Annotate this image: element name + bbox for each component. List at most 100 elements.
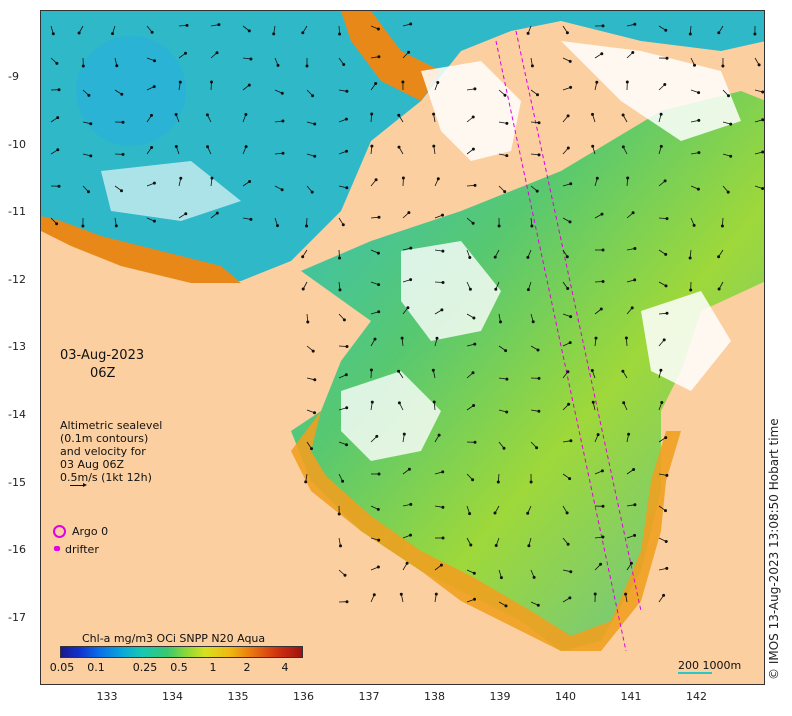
velocity-arrow-head (431, 368, 435, 372)
velocity-arrow-head (663, 179, 667, 183)
velocity-arrow-head (341, 479, 345, 483)
velocity-arrow-head (377, 310, 381, 314)
velocity-arrow-head (152, 181, 156, 185)
velocity-arrow-head (600, 469, 604, 473)
velocity-arrow-head (591, 144, 595, 148)
velocity-arrow-head (665, 217, 669, 221)
velocity-arrow-head (761, 118, 764, 122)
velocity-arrow-head (692, 223, 696, 227)
velocity-arrow-head (569, 315, 573, 319)
velocity-arrow-head (153, 59, 157, 63)
velocity-arrow-head (505, 154, 509, 158)
velocity-arrow-head (377, 215, 381, 219)
longitude-tick: 138 (424, 690, 445, 703)
velocity-arrow-head (493, 511, 497, 515)
velocity-arrow-head (535, 446, 539, 450)
velocity-arrow-head (536, 603, 540, 607)
velocity-arrow-head (532, 575, 536, 579)
velocity-arrow-head (301, 287, 305, 291)
velocity-arrow-head (659, 112, 663, 116)
velocity-arrow-head (600, 212, 604, 216)
velocity-arrow-head (625, 80, 629, 84)
velocity-arrow-head (432, 400, 436, 404)
velocity-arrow-head (595, 80, 599, 84)
velocity-arrow-head (659, 144, 663, 148)
velocity-arrow-head (376, 565, 380, 569)
velocity-arrow-head (621, 145, 625, 149)
velocity-arrow-head (174, 113, 178, 117)
latitude-tick: -13 (8, 340, 26, 354)
cloud-gap (101, 161, 241, 221)
velocity-arrow-head (183, 51, 187, 55)
velocity-arrow-head (504, 604, 508, 608)
velocity-arrow-head (150, 145, 154, 149)
gulf-of-carpentaria (291, 91, 764, 651)
velocity-arrow-head (81, 64, 85, 68)
velocity-arrow-head (89, 122, 93, 126)
legend-argo-label: Argo 0 (72, 525, 109, 538)
velocity-arrow-head (55, 61, 59, 65)
velocity-arrow-head (469, 543, 473, 547)
velocity-arrow-head (401, 176, 405, 180)
velocity-arrow-head (373, 337, 377, 341)
velocity-arrow-head (377, 55, 381, 59)
velocity-arrow-head (344, 117, 348, 121)
velocity-arrow-head (566, 542, 570, 546)
velocity-arrow-head (205, 113, 209, 117)
colorbar-tick: 0.5 (170, 661, 188, 674)
velocity-arrow-head (345, 344, 349, 348)
argo-marker-icon (53, 525, 66, 538)
velocity-arrow-head (627, 432, 631, 436)
top-coast-band (341, 11, 441, 101)
velocity-arrow-head (311, 94, 315, 98)
velocity-arrow-head (505, 121, 509, 125)
coastal-chlorophyll-band (291, 411, 681, 651)
velocity-arrow-head (621, 113, 625, 117)
velocity-arrow-head (337, 512, 341, 516)
cloud-gap (421, 61, 521, 161)
velocity-arrow-head (280, 91, 284, 95)
velocity-arrow-head (304, 480, 308, 484)
cloud-gap (341, 371, 441, 461)
velocity-arrow-head (761, 90, 764, 94)
longitude-tick: 137 (358, 690, 380, 703)
velocity-arrow-head (312, 411, 316, 415)
colorbar-tick: 1 (209, 661, 217, 674)
velocity-arrow-head (535, 189, 539, 193)
velocity-arrow-head (526, 288, 530, 292)
velocity-arrow-head (664, 252, 668, 256)
velocity-arrow-head (566, 114, 570, 118)
velocity-arrow-head (435, 336, 439, 340)
colorbar-title: Chl-a mg/m3 OCi SNPP N20 Aqua (82, 632, 266, 645)
velocity-arrow-head (505, 377, 509, 381)
velocity-arrow-head (696, 187, 700, 191)
velocity-arrow-head (569, 439, 573, 443)
velocity-arrow-head (369, 368, 373, 372)
velocity-arrow-head (596, 433, 600, 437)
velocity-arrow-head (665, 566, 669, 570)
velocity-arrow-head (210, 176, 214, 180)
colorbar-tick: 2 (243, 661, 251, 674)
velocity-arrow-head (471, 478, 475, 482)
colorbar-tick: 4 (281, 661, 289, 674)
altimetry-line: (0.1m contours) (60, 432, 149, 445)
velocity-arrow-head (377, 538, 381, 542)
velocity-arrow-head (306, 320, 310, 324)
velocity-arrow-head (526, 31, 530, 35)
velocity-arrow-head (209, 80, 213, 84)
velocity-arrow-head (473, 183, 477, 187)
velocity-arrow-head (633, 22, 637, 26)
velocity-arrow-head (409, 22, 413, 26)
colorbar-tick: 0.1 (87, 661, 105, 674)
velocity-arrow-head (624, 592, 628, 596)
velocity-arrow-head (503, 190, 507, 194)
velocity-arrow-head (621, 369, 625, 373)
velocity-arrow-head (717, 287, 721, 291)
velocity-arrow-head (601, 279, 605, 283)
velocity-arrow-head (471, 115, 475, 119)
latitude-tick: -14 (8, 408, 26, 421)
velocity-arrow-head (77, 31, 81, 35)
velocity-arrow-head (601, 24, 605, 28)
velocity-arrow-head (753, 32, 757, 36)
velocity-arrow-head (720, 224, 724, 228)
